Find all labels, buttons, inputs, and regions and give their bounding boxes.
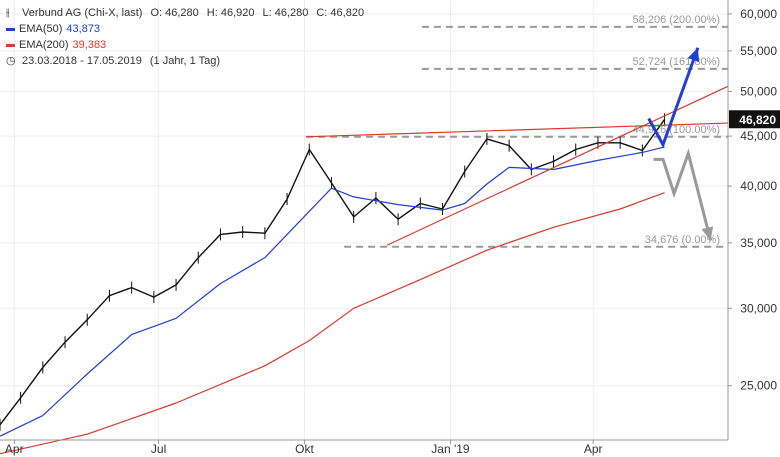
fib-level-label: 52,724 (161.80%) [633,56,720,68]
ema200-label: EMA(200) [19,39,69,51]
last-price-badge [729,110,780,129]
chart-legend: ⫲ Verbund AG (Chi-X, last) O: 46,280 H: … [6,5,364,69]
ema50-line [0,146,665,437]
low-value: L: 46,280 [262,7,309,19]
ema200-legend[interactable]: EMA(200) 39,383 [6,37,364,53]
bullish-arrowhead [687,47,700,63]
instrument-row: ⫲ Verbund AG (Chi-X, last) O: 46,280 H: … [6,5,364,21]
price-line [0,118,666,426]
bearish-projection-line [653,148,713,241]
series-lines [0,113,666,455]
y-tick-label: 45,000 [740,129,777,143]
trendlines [306,85,729,246]
y-tick-label: 25,000 [740,379,777,393]
x-tick-label: Jul [151,442,166,456]
clock-icon: ◷ [6,55,16,67]
ema50-swatch [6,27,15,31]
y-tick-label: 60,000 [740,7,777,21]
last-price-label: 46,820 [739,113,776,127]
y-tick-label: 40,000 [740,179,777,193]
ema50-label: EMA(50) [19,23,63,35]
x-tick-label: Apr [5,442,24,456]
close-value: C: 46,820 [316,7,365,19]
trendline [386,85,729,246]
ema200-value: 39,383 [72,39,107,51]
y-tick-label: 50,000 [740,84,777,98]
ema200-swatch [6,43,15,47]
projection-arrows [647,47,714,241]
x-tick-label: Apr [584,442,603,456]
ema200-line [0,192,665,455]
y-tick-label: 55,000 [740,44,777,58]
bullish-projection-line [647,47,700,149]
candlestick-icon: ⫲ [6,7,10,19]
instrument-name: Verbund AG (Chi-X, last) [22,7,143,19]
grid-lines [0,0,728,440]
x-tick-label: Okt [295,442,314,456]
fib-level-label: 58,206 (200.00%) [633,14,720,26]
ema50-value: 43,873 [66,23,101,35]
period-row: ◷ 23.03.2018 - 17.05.2019 (1 Jahr, 1 Tag… [6,53,364,69]
y-tick-label: 30,000 [740,301,777,315]
bearish-arrowhead [701,226,714,241]
period-interval: (1 Jahr, 1 Tag) [149,55,221,67]
y-tick-label: 35,000 [740,236,777,250]
period-range: 23.03.2018 - 17.05.2019 [22,55,142,67]
fib-level-label: 34,676 (0.00%) [645,234,720,246]
ema50-legend[interactable]: EMA(50) 43,873 [6,21,364,37]
high-value: H: 46,920 [206,7,255,19]
trendline [306,122,729,138]
open-value: O: 46,280 [150,7,199,19]
x-tick-label: Jan '19 [431,442,470,456]
